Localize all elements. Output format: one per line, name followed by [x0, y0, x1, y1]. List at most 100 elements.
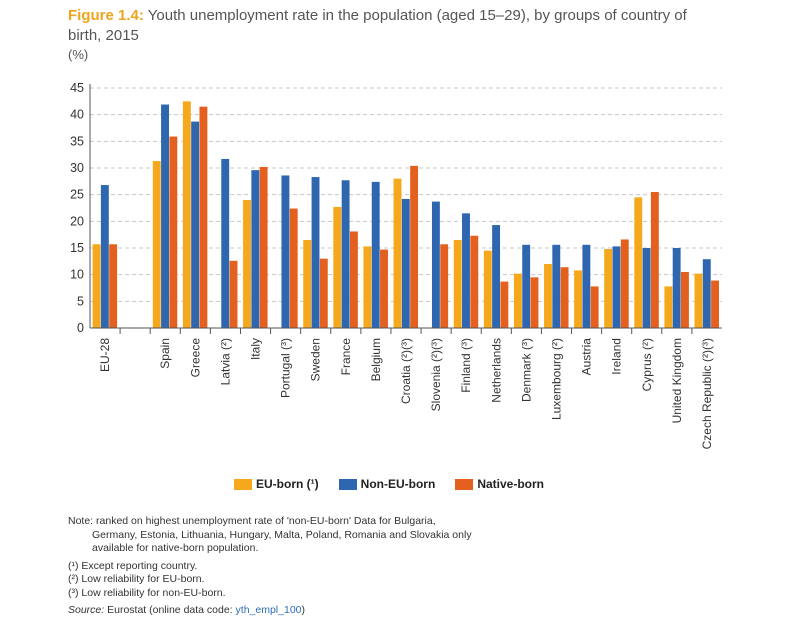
unit-label: (%) — [68, 47, 89, 62]
bar — [259, 166, 268, 328]
bar — [303, 240, 312, 328]
bar — [453, 240, 462, 328]
bar — [281, 175, 290, 328]
source-label: Source: — [68, 604, 105, 616]
bar — [333, 206, 342, 328]
bar — [311, 177, 320, 328]
bar — [182, 101, 191, 328]
note-line: Note: ranked on highest unemployment rat… — [68, 515, 436, 527]
chart-title-line2: birth, 2015 — [68, 27, 139, 44]
legend-item-eu-born: EU-born (¹) — [234, 477, 319, 491]
bar — [711, 280, 720, 328]
x-tick-label: Portugal (³) — [279, 338, 293, 398]
bar — [410, 165, 419, 328]
x-tick-label: EU-28 — [98, 338, 112, 372]
x-tick-label: Spain — [158, 338, 172, 369]
bar — [694, 273, 703, 328]
legend: EU-born (¹) Non-EU-born Native-born — [234, 477, 544, 491]
bar — [363, 246, 372, 328]
bar — [470, 235, 479, 328]
bar — [672, 248, 681, 328]
notes: Note: ranked on highest unemployment rat… — [68, 515, 472, 618]
x-tick-label: Denmark (³) — [519, 338, 533, 402]
bar — [229, 260, 238, 328]
bar — [620, 239, 629, 328]
bar — [199, 106, 208, 329]
source-code-link[interactable]: yth_empl_100 — [235, 604, 302, 616]
bar — [604, 249, 613, 328]
bar — [289, 208, 298, 328]
bar — [530, 277, 539, 328]
legend-swatch-native-born — [455, 478, 474, 490]
bar — [642, 248, 651, 328]
figure-label: Figure 1.4: — [68, 7, 144, 24]
bar — [431, 201, 440, 328]
bar — [462, 213, 470, 328]
source-line: Source: Eurostat (online data code: yth_… — [68, 604, 472, 618]
bar — [221, 158, 230, 328]
bar — [349, 231, 358, 328]
bar — [544, 264, 552, 328]
bar — [371, 181, 380, 328]
y-tick-label: 40 — [70, 108, 84, 122]
legend-label-native-born: Native-born — [477, 477, 544, 491]
bar — [560, 267, 569, 328]
y-tick-label: 35 — [70, 134, 84, 148]
x-tick-label: France — [339, 338, 353, 376]
bar — [582, 244, 591, 328]
x-tick-label: Czech Republic (²)(³) — [700, 338, 714, 449]
y-tick-label: 30 — [70, 161, 84, 175]
bar — [574, 270, 583, 328]
bar — [393, 178, 402, 328]
bar — [590, 286, 599, 328]
bar — [243, 200, 251, 328]
x-tick-label: Italy — [249, 338, 263, 360]
x-tick-label: Ireland — [610, 338, 624, 375]
y-tick-label: 25 — [70, 188, 84, 202]
footnote-1: (¹) Except reporting country. — [68, 559, 198, 572]
x-tick-label: Cyprus (²) — [640, 338, 654, 391]
bar — [152, 161, 161, 328]
legend-label-non-eu-born: Non-EU-born — [360, 477, 436, 491]
y-tick-label: 20 — [70, 214, 84, 228]
source-text: Eurostat (online data code: — [104, 604, 236, 616]
x-tick-label: Greece — [188, 338, 202, 378]
bar — [161, 104, 169, 329]
bar — [483, 250, 492, 328]
y-tick-label: 5 — [77, 294, 84, 308]
bar — [100, 185, 109, 328]
bar-chart: 0 5 10 15 20 25 30 35 40 45 EU-28 Spain Greece Latvia… — [70, 81, 722, 449]
bar — [522, 244, 531, 328]
y-tick-label: 45 — [70, 81, 84, 95]
bar — [92, 244, 101, 328]
legend-item-non-eu-born: Non-EU-born — [338, 477, 436, 491]
note-line: Germany, Estonia, Lithuania, Hungary, Ma… — [92, 528, 472, 541]
source-end: ) — [301, 604, 306, 616]
y-tick-label: 0 — [77, 321, 84, 335]
bar — [702, 259, 711, 328]
x-tick-label: Croatia (²)(³) — [399, 338, 413, 404]
bar — [500, 281, 509, 328]
x-tick-label: Sweden — [309, 338, 323, 381]
bar — [492, 225, 501, 328]
bar — [612, 246, 621, 328]
bar — [251, 170, 260, 328]
bar — [513, 273, 522, 328]
x-tick-label: Latvia (²) — [218, 338, 232, 385]
legend-item-native-born: Native-born — [455, 477, 544, 491]
note-line: available for native-born population. — [92, 542, 259, 554]
footnote-2: (²) Low reliability for EU-born. — [68, 573, 205, 585]
x-tick-label: United Kingdom — [670, 338, 684, 423]
bar — [191, 121, 200, 328]
x-tick-label: Netherlands — [489, 338, 503, 403]
footnote-3: (³) Low reliability for non-EU-born. — [68, 586, 226, 599]
y-tick-label: 15 — [70, 241, 84, 255]
bar — [319, 258, 328, 328]
legend-swatch-non-eu-born — [338, 478, 357, 490]
title-block: Figure 1.4: Youth unemployment rate in t… — [68, 6, 768, 62]
legend-swatch-eu-born — [234, 478, 252, 490]
bar — [380, 249, 388, 328]
bar — [109, 244, 118, 328]
bar — [169, 136, 178, 328]
bar — [552, 244, 561, 328]
